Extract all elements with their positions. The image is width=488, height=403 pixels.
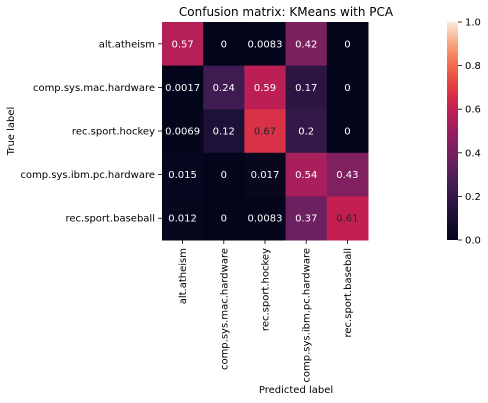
y-tick-label: comp.sys.ibm.pc.hardware (20, 170, 155, 181)
y-tick-labels: alt.atheism comp.sys.mac.hardware rec.spor… (20, 39, 162, 225)
x-tick-label: rec.sport.hockey (261, 248, 272, 331)
heatmap-cell-label: 0 (344, 127, 350, 138)
heatmap-cell-label: 0 (344, 83, 350, 94)
heatmap-cell (162, 65, 204, 110)
heatmap-cell-label: 0 (344, 39, 350, 50)
heatmap-cell-label: 0.42 (295, 39, 317, 50)
heatmap-cell-label: 0.0083 (248, 39, 283, 50)
heatmap-cell (326, 65, 369, 110)
heatmap-cell (285, 22, 328, 67)
heatmap-cell (244, 152, 287, 197)
x-tick-label: rec.sport.baseball (343, 248, 354, 337)
x-tick-label: comp.sys.mac.hardware (219, 248, 230, 370)
heatmap-cell (203, 196, 245, 241)
colorbar-tick-label: 0.8 (465, 61, 481, 72)
heatmap-cell-label: 0.54 (295, 170, 317, 181)
y-tick-label: alt.atheism (99, 39, 155, 50)
heatmap-cell-label: 0.24 (213, 83, 235, 94)
heatmap-cell (244, 196, 287, 241)
heatmap-cell (203, 152, 245, 197)
heatmap-cell-label: 0.12 (213, 127, 235, 138)
y-tick-label: rec.sport.hockey (72, 127, 155, 138)
heatmap-cell-label: 0.015 (168, 170, 197, 181)
heatmap-cell (203, 109, 245, 154)
x-tick-label: comp.sys.ibm.pc.hardware (302, 248, 313, 383)
heatmap-cell (326, 109, 369, 154)
y-tick-label: comp.sys.mac.hardware (33, 83, 155, 94)
heatmap-cell-label: 0.0083 (248, 214, 283, 225)
colorbar-tick-label: 0.2 (465, 192, 481, 203)
heatmap-cell (162, 196, 204, 241)
heatmap-cell-label: 0 (221, 39, 227, 50)
heatmap-cell-label: 0.0069 (165, 127, 200, 138)
heatmap-cell (244, 22, 287, 67)
heatmap-cell (326, 196, 369, 241)
x-tick-label: alt.atheism (178, 248, 189, 304)
heatmap-cell-label: 0.017 (251, 170, 280, 181)
heatmap-cells (162, 22, 369, 241)
heatmap-cell (285, 196, 328, 241)
heatmap-cell-label: 0.61 (336, 214, 358, 225)
y-axis-label: True label (6, 107, 17, 157)
colorbar-tick-label: 0.4 (465, 148, 481, 159)
colorbar-tick-label: 0.6 (465, 105, 481, 116)
heatmap-cell-label: 0.67 (254, 127, 276, 138)
heatmap-cell (244, 109, 287, 154)
y-tick-label: rec.sport.baseball (66, 214, 155, 225)
heatmap-cell-label: 0.59 (254, 83, 276, 94)
chart-title: Confusion matrix: KMeans with PCA (179, 5, 394, 19)
heatmap-cell (326, 152, 369, 197)
heatmap-cell-label: 0 (221, 214, 227, 225)
heatmap-cell (285, 109, 328, 154)
colorbar (447, 22, 458, 240)
heatmap-cell (162, 22, 204, 67)
heatmap-cell-label: 0.43 (336, 170, 358, 181)
heatmap-cell-label: 0.17 (295, 83, 317, 94)
heatmap-cell (203, 65, 245, 110)
heatmap-cell (162, 152, 204, 197)
heatmap-cell (162, 109, 204, 154)
heatmap-cell-label: 0.0017 (165, 83, 200, 94)
heatmap-cell-label: 0.57 (171, 39, 193, 50)
heatmap-cell-labels: 0.57 0 0.0083 0.42 0 0.0017 0.24 0.59 0.17 0 0.006… (165, 39, 358, 224)
heatmap-cell (244, 65, 287, 110)
heatmap-cell-label: 0.2 (298, 127, 314, 138)
heatmap-cell (326, 22, 369, 67)
colorbar-ticks: 0.0 0.2 0.4 0.6 0.8 1.0 (458, 18, 481, 247)
colorbar-tick-label: 1.0 (465, 18, 481, 29)
x-tick-labels: alt.atheism comp.sys.mac.hardware rec.spor… (178, 240, 354, 383)
x-axis-label: Predicted label (259, 385, 333, 396)
heatmap-cell-label: 0.012 (168, 214, 197, 225)
heatmap-cell (203, 22, 245, 67)
heatmap-cell (285, 65, 328, 110)
heatmap-cell (285, 152, 328, 197)
heatmap-cell-label: 0.37 (295, 214, 317, 225)
colorbar-tick-label: 0.0 (465, 236, 481, 247)
heatmap-cell-label: 0 (221, 170, 227, 181)
